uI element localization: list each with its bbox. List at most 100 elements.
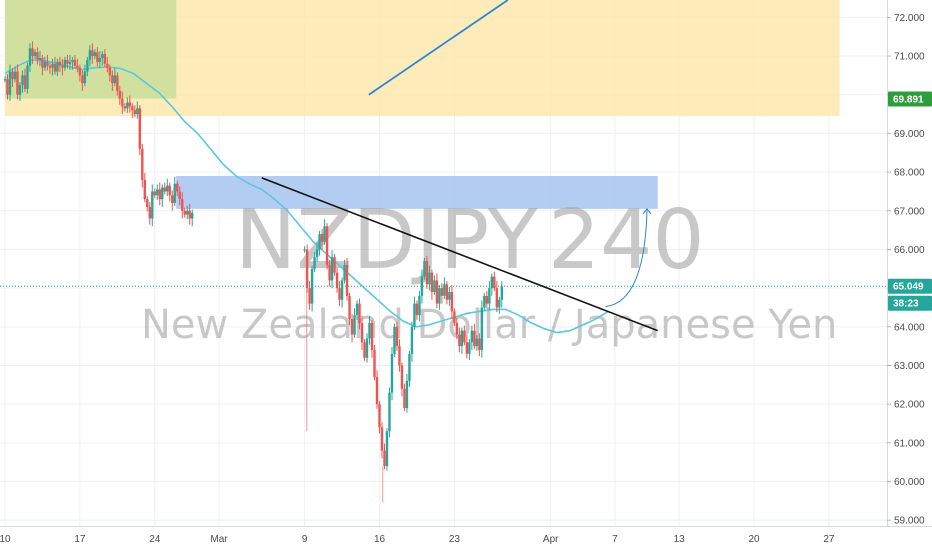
- candle-body: [38, 58, 42, 60]
- candle-body: [173, 183, 176, 204]
- candle-body: [443, 284, 446, 296]
- candle-body: [18, 85, 22, 95]
- candle-body: [400, 365, 404, 389]
- candle-body: [191, 212, 194, 219]
- projection-arrowhead: [642, 208, 652, 215]
- candle-body: [398, 346, 401, 366]
- price-tag-bg: [888, 91, 932, 107]
- candle-body: [168, 185, 171, 196]
- candle-body: [308, 288, 311, 304]
- candle-body: [91, 50, 94, 57]
- price-tag-label: 38:23: [893, 299, 919, 310]
- candle-body: [48, 65, 52, 68]
- y-tick-label: 72.000: [894, 13, 925, 24]
- candle-body: [485, 295, 489, 304]
- candle-body: [438, 288, 441, 304]
- price-axis[interactable]: 59.000 60.000 61.000 62.000 63.000 64.000 65.0…: [887, 0, 932, 550]
- x-tick-label: 7: [612, 534, 618, 545]
- candle-body: [375, 377, 379, 405]
- y-tick-label: 64.000: [894, 322, 925, 333]
- drawings: [0, 0, 887, 332]
- candle-body: [76, 65, 79, 68]
- candle-body: [360, 322, 364, 343]
- candle-body: [126, 102, 129, 109]
- y-tick-label: 67.000: [894, 206, 925, 217]
- time-axis[interactable]: 10 17 24 Mar 9 16 23 Apr 7 13 20 27: [0, 526, 932, 550]
- price-tag-label: 65.049: [893, 282, 924, 293]
- candle-body: [378, 404, 381, 428]
- candle-body: [53, 63, 57, 72]
- candle-body: [176, 183, 179, 192]
- candle-body: [358, 303, 361, 323]
- candle-body: [138, 108, 142, 149]
- candle-body: [161, 187, 164, 200]
- candle-body: [470, 330, 474, 343]
- y-tick-label: 68.000: [894, 168, 925, 179]
- candle-body: [420, 276, 424, 296]
- y-tick-label: 66.000: [894, 245, 925, 256]
- candle-body: [98, 58, 102, 62]
- candle-body: [108, 67, 112, 76]
- y-tick-label: 69.000: [894, 129, 925, 140]
- candle-body: [43, 61, 47, 68]
- candle-body: [305, 249, 309, 289]
- candle-body: [3, 79, 7, 81]
- candle-body: [340, 280, 344, 300]
- candle-body: [163, 187, 166, 192]
- candle-body: [363, 342, 366, 358]
- candle-body: [488, 288, 491, 304]
- candle-body: [495, 288, 499, 308]
- price-axis-bg: [887, 0, 932, 550]
- x-tick-label: Mar: [210, 534, 228, 545]
- candle-body: [498, 299, 501, 308]
- candle-body: [61, 65, 64, 68]
- candle-body: [86, 59, 89, 72]
- candle-body: [101, 54, 104, 59]
- x-tick-label: Apr: [543, 534, 559, 545]
- candle-body: [136, 108, 139, 115]
- price-tag-bg: [888, 295, 932, 311]
- candle-body: [315, 249, 319, 258]
- y-tick-label: 59.000: [894, 516, 925, 527]
- candle-body: [68, 61, 72, 64]
- candle-body: [338, 288, 341, 300]
- candle-body: [143, 179, 146, 200]
- y-tick-label: 71.000: [894, 52, 925, 63]
- candle-body: [493, 276, 496, 289]
- y-tick-label: 62.000: [894, 400, 925, 411]
- candle-body: [480, 307, 484, 351]
- watermark-interval: 240: [548, 193, 705, 288]
- candle-body: [328, 264, 331, 281]
- watermark-symbol: NZDJPY: [235, 193, 538, 288]
- candle-body: [73, 59, 77, 66]
- candle-body: [355, 303, 359, 316]
- candle-body: [430, 272, 434, 293]
- candle-body: [131, 106, 134, 111]
- watermark: NZDJPY 240 New Zealand Dollar / Japanese…: [141, 193, 837, 348]
- candle-body: [33, 52, 37, 57]
- x-tick-label: 17: [74, 534, 86, 545]
- x-tick-label: 10: [0, 534, 11, 545]
- candle-body: [6, 79, 9, 95]
- candle-body: [41, 58, 44, 68]
- resistance-zone: [176, 175, 658, 209]
- candle-body: [71, 59, 74, 62]
- candle-body: [51, 63, 54, 68]
- candle-body: [468, 342, 471, 354]
- candle-body: [435, 280, 439, 304]
- candle-body: [383, 450, 386, 467]
- candle-body: [31, 48, 34, 57]
- x-tick-label: 16: [374, 534, 386, 545]
- candle-body: [106, 63, 109, 68]
- candle-body: [440, 288, 444, 296]
- candle-body: [450, 292, 454, 312]
- price-tag-bg: [888, 278, 932, 294]
- candle-body: [425, 261, 429, 285]
- candle-body: [410, 326, 414, 354]
- candle-body: [393, 326, 396, 354]
- candle-body: [350, 319, 354, 335]
- ma-line: [4, 59, 609, 334]
- candle-body: [116, 75, 119, 91]
- candle-body: [58, 61, 62, 66]
